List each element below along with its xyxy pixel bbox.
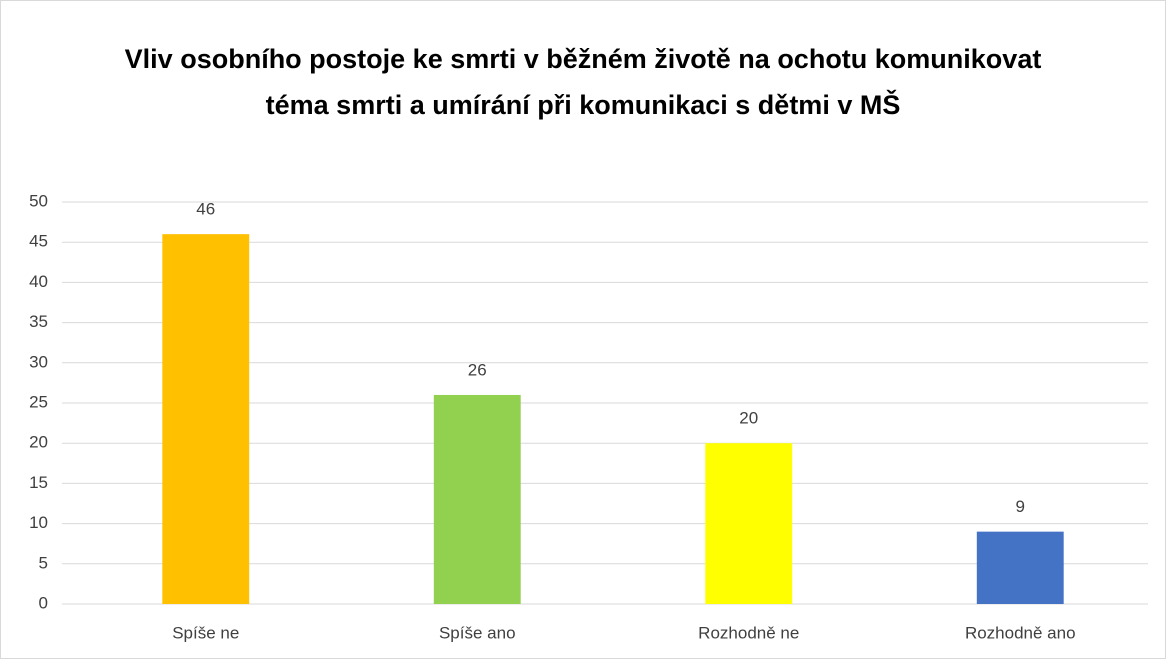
y-tick-label: 45 [29,232,48,251]
y-tick-label: 50 [29,191,48,210]
data-label: 20 [739,409,758,428]
y-tick-label: 25 [29,392,48,411]
data-label: 9 [1016,497,1025,516]
y-tick-label: 40 [29,272,48,291]
y-tick-label: 0 [39,593,48,612]
bar [705,443,793,604]
y-tick-label: 35 [29,312,48,331]
data-label: 26 [468,360,487,379]
data-label: 46 [196,200,215,219]
y-tick-label: 10 [29,513,48,532]
y-tick-label: 30 [29,352,48,371]
y-tick-label: 5 [39,553,48,572]
y-tick-label: 15 [29,473,48,492]
bar [433,394,521,604]
chart-title: Vliv osobního postoje ke smrti v běžném … [124,44,1042,120]
bar [162,234,250,604]
x-tick-label: Rozhodně ne [698,623,799,642]
x-tick-label: Spíše ano [439,623,516,642]
x-tick-label: Rozhodně ano [965,623,1076,642]
bar [976,531,1064,604]
y-tick-label: 20 [29,433,48,452]
x-tick-label: Spíše ne [172,623,239,642]
